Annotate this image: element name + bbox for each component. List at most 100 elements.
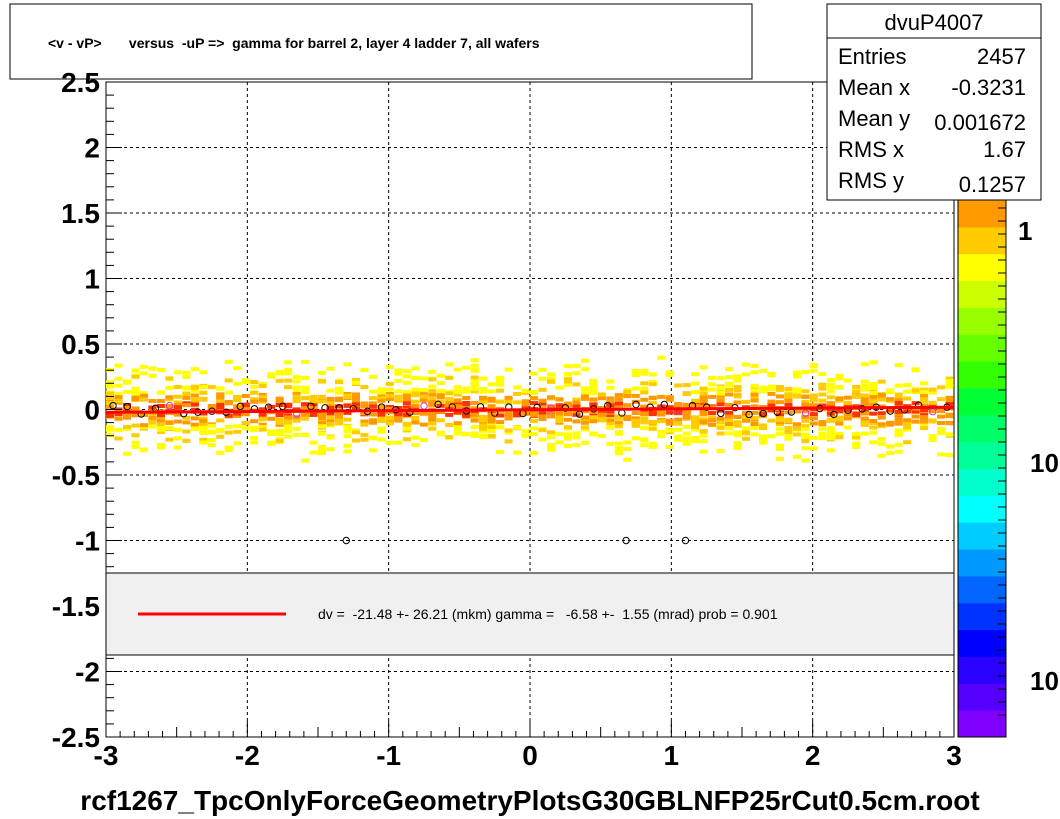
heatmap-cell [826, 382, 835, 387]
heatmap-cell [716, 402, 725, 407]
heatmap-cell [640, 390, 649, 395]
heatmap-cell [665, 370, 674, 375]
heatmap-cell [173, 412, 182, 417]
profile-point [236, 402, 244, 411]
heatmap-cell [733, 385, 742, 390]
heatmap-cell [224, 400, 233, 405]
heatmap-cell [665, 418, 674, 423]
heatmap-cell [614, 448, 623, 453]
heatmap-cell [606, 403, 615, 408]
heatmap-cell [640, 426, 649, 431]
heatmap-cell [750, 421, 759, 426]
heatmap-cell [606, 412, 615, 417]
heatmap-cell [343, 424, 352, 429]
heatmap-cell [775, 413, 784, 418]
heatmap-cell [173, 384, 182, 389]
heatmap-cell [258, 424, 267, 429]
heatmap-cell [708, 382, 717, 387]
heatmap-cell [292, 394, 301, 399]
heatmap-cell [937, 408, 946, 413]
heatmap-cell [301, 375, 310, 380]
heatmap-cell [792, 374, 801, 379]
heatmap-cell [275, 431, 284, 436]
heatmap-cell [606, 385, 615, 390]
heatmap-cell [326, 421, 335, 426]
heatmap-cell [148, 398, 157, 403]
heatmap-cell [360, 422, 369, 427]
heatmap-cell [351, 430, 360, 435]
heatmap-cell [589, 409, 598, 414]
heatmap-cell [368, 374, 377, 379]
heatmap-cell [818, 386, 827, 391]
heatmap-cell [156, 445, 165, 450]
heatmap-cell [809, 421, 818, 426]
heatmap-cell [224, 430, 233, 435]
heatmap-cell [267, 404, 276, 409]
heatmap-cell [750, 404, 759, 409]
heatmap-cell [436, 380, 445, 385]
heatmap-cell [546, 447, 556, 452]
heatmap-cell [665, 405, 674, 410]
heatmap-cell [589, 387, 598, 392]
heatmap-cell [784, 419, 793, 424]
heatmap-cell [860, 400, 869, 405]
heatmap-cell [334, 390, 344, 395]
heatmap-cell [182, 374, 191, 379]
x-tick-label: 1 [664, 740, 680, 771]
heatmap-cell [190, 393, 199, 398]
heatmap-cell [343, 393, 352, 398]
y-tick-label: -0.5 [52, 460, 100, 491]
stats-label: RMS x [838, 137, 904, 162]
heatmap-cell [411, 366, 420, 371]
heatmap-cell [521, 411, 530, 416]
heatmap-cell [199, 437, 208, 442]
z-tick-label: 10 [1030, 666, 1059, 696]
heatmap-cell [377, 404, 386, 409]
heatmap-cell [860, 431, 869, 436]
heatmap-cell [614, 421, 623, 426]
heatmap-cell [453, 404, 462, 409]
heatmap-cell [563, 425, 572, 430]
heatmap-cell [470, 375, 479, 380]
heatmap-cell [351, 378, 360, 383]
heatmap-cell [750, 416, 759, 421]
heatmap-cell [665, 397, 674, 402]
heatmap-cell [428, 369, 437, 374]
heatmap-cell [377, 418, 386, 423]
heatmap-cell [402, 437, 411, 442]
heatmap-cell [318, 445, 327, 450]
heatmap-cell [826, 389, 835, 394]
heatmap-cell [318, 399, 327, 404]
heatmap-cell [301, 396, 310, 401]
heatmap-cell [928, 437, 937, 442]
heatmap-cell [928, 409, 937, 414]
heatmap-cell [199, 421, 208, 426]
heatmap-cell [360, 432, 369, 437]
heatmap-cell [377, 397, 386, 402]
heatmap-cell [801, 427, 810, 432]
heatmap-cell [767, 399, 776, 404]
heatmap-cell [691, 416, 700, 421]
heatmap-cell [411, 376, 420, 381]
heatmap-cell [945, 376, 954, 381]
heatmap-cell [563, 412, 572, 417]
palette-swatch [958, 387, 1006, 416]
heatmap-cell [368, 404, 377, 409]
heatmap-cell [894, 433, 903, 438]
heatmap-cell [394, 418, 403, 423]
heatmap-cell [368, 401, 377, 406]
palette-swatch [958, 361, 1006, 389]
heatmap-cell [691, 381, 700, 386]
heatmap-cell [708, 387, 717, 392]
heatmap-cell [343, 362, 352, 367]
heatmap-cell [530, 432, 539, 437]
fit-legend-label: dv = -21.48 +- 26.21 (mkm) gamma = -6.58… [318, 606, 778, 622]
heatmap-cell [801, 424, 810, 429]
heatmap-cell [835, 376, 844, 381]
heatmap-cell [521, 429, 530, 434]
heatmap-cell [428, 421, 437, 426]
heatmap-cell [589, 419, 598, 424]
heatmap-cell [360, 404, 369, 409]
y-tick-label: -2 [75, 657, 100, 688]
y-tick-label: -2.5 [52, 722, 100, 753]
